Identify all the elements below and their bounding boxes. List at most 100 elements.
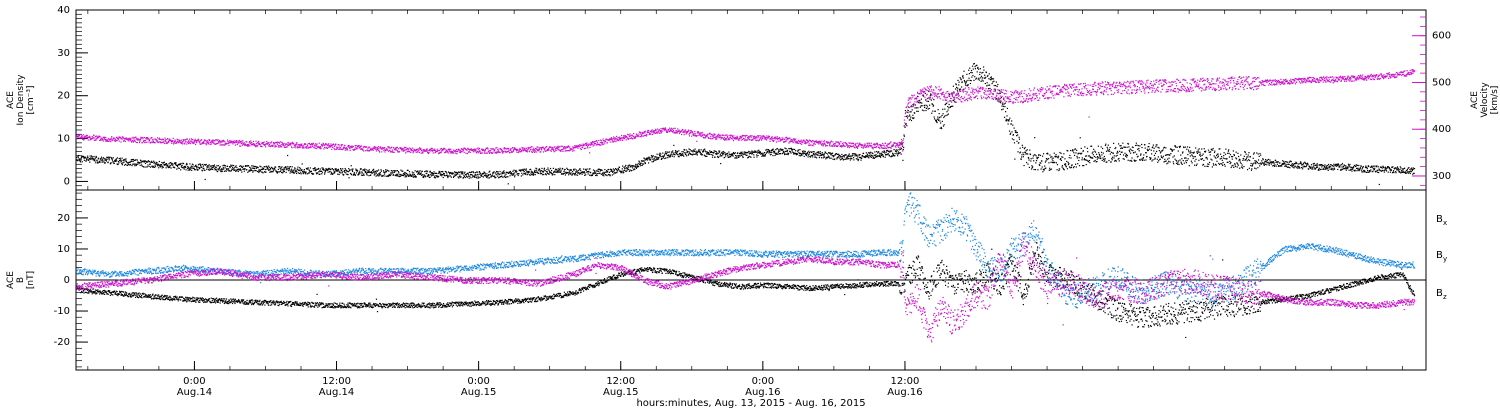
density-series-point <box>962 76 964 78</box>
density-series-point <box>797 150 799 152</box>
density-series-point <box>496 173 498 175</box>
density-series-point <box>594 171 596 173</box>
density-series-point <box>1059 168 1061 170</box>
density-series-point <box>856 154 858 156</box>
density-series-point <box>1193 156 1195 158</box>
density-series-point <box>336 170 338 172</box>
velocity-series-point <box>179 141 181 143</box>
velocity-series-point <box>119 136 121 138</box>
density-series-point <box>160 164 163 166</box>
density-series-point <box>1025 153 1027 155</box>
density-series-point <box>827 153 829 155</box>
density-series-point <box>487 175 489 177</box>
velocity-series-point <box>401 147 403 149</box>
density-series-point <box>1024 151 1026 153</box>
velocity-series-point <box>254 145 256 147</box>
density-series-point <box>1286 166 1288 168</box>
density-series-point <box>1298 165 1300 168</box>
density-series-point <box>1186 148 1188 150</box>
density-series-point <box>255 170 257 172</box>
velocity-series-point <box>257 140 260 143</box>
velocity-series-point <box>186 143 188 145</box>
density-series-point <box>926 104 928 107</box>
density-series-point <box>328 168 330 170</box>
density-series-point <box>902 159 904 161</box>
velocity-series-point <box>250 140 252 142</box>
density-series-point <box>1025 161 1028 164</box>
density-series-point <box>457 176 459 178</box>
density-series-point <box>787 154 789 156</box>
density-series-point <box>955 84 957 86</box>
velocity-series-point <box>410 148 412 150</box>
density-series-point <box>1237 163 1239 165</box>
density-series-point <box>905 123 907 125</box>
density-series-point <box>1360 169 1363 171</box>
density-series-point <box>1213 155 1215 157</box>
density-series-point <box>670 154 672 156</box>
density-series-point <box>851 155 853 157</box>
density-series-point <box>817 151 819 153</box>
velocity-series-point <box>106 140 108 142</box>
density-series-point <box>1044 161 1047 163</box>
density-series-point <box>1346 166 1348 168</box>
density-series-point <box>313 169 315 171</box>
density-series-point <box>795 150 797 152</box>
density-series-point <box>1063 153 1065 155</box>
density-series-point <box>802 152 804 154</box>
velocity-series-point <box>195 143 197 146</box>
density-series-point <box>773 150 775 152</box>
density-series-point <box>1281 163 1283 165</box>
velocity-series-point <box>249 142 251 144</box>
density-series-point <box>1272 161 1275 163</box>
density-series-point <box>904 126 906 128</box>
velocity-series-point <box>209 143 211 146</box>
density-series-point <box>183 166 185 168</box>
velocity-series-point <box>280 145 282 148</box>
density-series-point <box>391 170 394 172</box>
density-series-point <box>812 152 815 155</box>
density-series-point <box>94 160 96 162</box>
density-series-point <box>1069 154 1071 157</box>
density-series-point <box>1147 149 1150 151</box>
density-series-point <box>469 173 472 176</box>
density-series-point <box>609 168 612 170</box>
density-series-point <box>838 153 840 155</box>
density-series-point <box>190 167 192 169</box>
density-series-point <box>417 173 419 175</box>
density-series-point <box>352 168 354 170</box>
density-series-point <box>569 172 571 174</box>
velocity-series-point <box>344 147 347 150</box>
velocity-series-point <box>242 140 244 142</box>
density-series-point <box>1124 152 1126 154</box>
velocity-series-point <box>394 149 396 151</box>
density-series-point <box>459 171 461 173</box>
velocity-series-point <box>325 147 327 149</box>
velocity-series-point <box>302 145 304 147</box>
density-series-point <box>114 160 116 162</box>
density-series-point <box>711 151 713 154</box>
velocity-series-point <box>323 144 325 147</box>
density-series-point <box>572 172 574 175</box>
density-series-point <box>651 155 653 157</box>
velocity-series-point <box>319 145 321 148</box>
density-series-point <box>382 175 384 177</box>
density-series-point <box>1393 171 1395 174</box>
density-series-point <box>1008 119 1010 121</box>
density-series-point <box>127 162 129 164</box>
density-series-point <box>568 171 570 173</box>
density-series-point <box>218 168 220 170</box>
density-series-point <box>1370 169 1372 171</box>
density-series-point <box>210 168 212 170</box>
density-series-point <box>152 161 154 163</box>
velocity-series-point <box>226 139 229 141</box>
density-series-point <box>942 125 945 127</box>
density-series-point <box>333 172 336 174</box>
density-series-point <box>392 174 395 176</box>
density-series-point <box>1099 154 1101 156</box>
density-series-point <box>1189 152 1191 154</box>
density-series-point <box>1273 165 1276 167</box>
density-series-point <box>1147 146 1149 148</box>
density-series-point <box>339 172 341 174</box>
density-series-point <box>1297 165 1299 167</box>
density-series-point <box>296 170 298 172</box>
